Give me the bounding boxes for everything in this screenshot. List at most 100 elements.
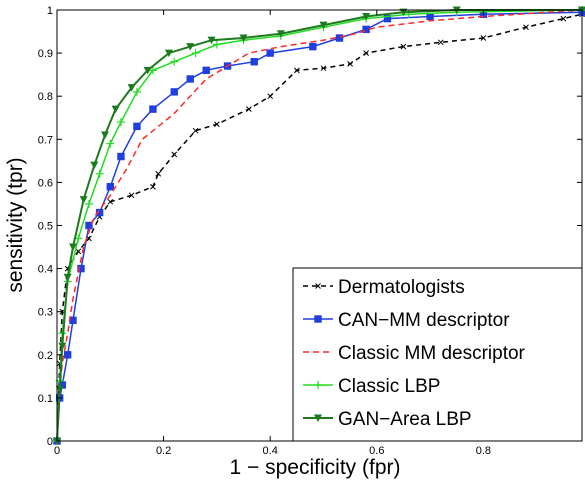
y-tick-label: 0.5 xyxy=(38,221,53,233)
legend-entry: Dermatologists xyxy=(303,277,465,298)
data-point xyxy=(480,35,487,41)
y-tick-label: 0.1 xyxy=(38,393,53,405)
data-point xyxy=(186,43,195,51)
legend-marker xyxy=(315,283,321,289)
y-tick-label: 0.6 xyxy=(38,177,53,189)
data-point xyxy=(79,196,88,204)
data-point xyxy=(309,42,317,51)
legend-entry: GAN−Area LBP xyxy=(303,409,472,430)
legend-label: GAN−Area LBP xyxy=(338,409,472,430)
data-point xyxy=(362,12,371,21)
data-point xyxy=(192,127,199,134)
data-point xyxy=(133,122,141,131)
data-point xyxy=(77,264,85,273)
data-point xyxy=(250,58,258,66)
data-point xyxy=(107,198,114,205)
data-point xyxy=(150,183,156,190)
data-point xyxy=(90,161,99,170)
y-tick-label: 0.3 xyxy=(38,307,53,319)
data-point xyxy=(170,88,178,96)
data-point xyxy=(319,21,328,30)
data-point xyxy=(191,49,200,58)
data-point xyxy=(186,75,194,83)
data-point xyxy=(149,105,157,113)
data-point xyxy=(523,24,529,31)
data-point xyxy=(143,66,152,75)
data-point xyxy=(202,66,210,75)
y-tick-label: 0 xyxy=(47,436,53,448)
legend-marker xyxy=(314,414,322,422)
data-point xyxy=(437,39,444,46)
data-point xyxy=(335,34,344,42)
data-point xyxy=(164,49,173,58)
data-point xyxy=(560,15,567,22)
x-tick-label: 0.6 xyxy=(369,445,384,457)
legend: Dermatologists CAN−MM descriptor Classic M… xyxy=(292,267,583,442)
legend-entry: Classic LBP xyxy=(303,376,440,397)
series-2 xyxy=(56,9,583,442)
series-0 xyxy=(54,11,585,444)
series-line xyxy=(56,13,583,442)
data-point xyxy=(84,199,93,208)
x-tick-label: 0 xyxy=(54,445,60,457)
data-point xyxy=(399,8,408,17)
y-tick-label: 0.4 xyxy=(38,264,53,276)
data-point xyxy=(239,34,248,43)
legend-box xyxy=(292,267,583,442)
data-point xyxy=(75,248,82,255)
data-point xyxy=(347,61,354,67)
x-axis-title: 1 − specificity (fpr) xyxy=(230,456,401,479)
legend-entry: CAN−MM descriptor xyxy=(303,310,510,331)
data-point xyxy=(63,351,72,359)
data-point xyxy=(95,169,104,178)
data-point xyxy=(266,49,274,57)
data-point xyxy=(132,87,141,96)
data-point xyxy=(55,385,64,394)
data-point xyxy=(214,121,220,128)
data-point xyxy=(95,208,104,217)
y-axis-title: sensitivity (tpr) xyxy=(4,157,27,292)
data-point xyxy=(63,273,72,282)
data-point xyxy=(106,183,114,191)
data-point xyxy=(68,243,77,252)
data-point xyxy=(383,14,392,23)
y-tick-label: 0.2 xyxy=(38,350,53,362)
data-point xyxy=(170,57,179,66)
data-point xyxy=(426,12,434,21)
legend-label: CAN−MM descriptor xyxy=(338,310,510,331)
legend-marker xyxy=(314,315,322,323)
data-point xyxy=(276,30,285,38)
data-point xyxy=(212,40,221,49)
data-point xyxy=(148,66,157,75)
data-point xyxy=(320,65,327,72)
data-point xyxy=(207,36,216,45)
legend-label: Dermatologists xyxy=(338,277,465,298)
data-point xyxy=(106,139,115,148)
x-tick-label: 0.8 xyxy=(476,445,491,457)
legend-marker xyxy=(314,381,322,389)
series-line xyxy=(56,9,583,442)
data-point xyxy=(117,152,125,161)
y-tick-label: 0.8 xyxy=(38,91,53,103)
data-point xyxy=(293,67,300,74)
data-point xyxy=(171,151,178,158)
data-point xyxy=(111,105,120,114)
legend-label: Classic MM descriptor xyxy=(338,343,526,364)
data-point xyxy=(400,43,407,50)
data-point xyxy=(363,50,369,56)
data-point xyxy=(100,131,109,139)
data-point xyxy=(246,106,252,112)
legend-label: Classic LBP xyxy=(338,376,440,397)
y-tick-label: 1 xyxy=(47,5,53,17)
x-tick-label: 0.2 xyxy=(156,445,171,457)
legend-entry: Classic MM descriptor xyxy=(303,343,526,364)
data-point xyxy=(58,342,67,351)
x-tick-label: 0.4 xyxy=(263,445,278,457)
y-tick-label: 0.9 xyxy=(38,48,53,60)
data-point xyxy=(155,170,162,177)
y-tick-label: 0.7 xyxy=(38,134,53,146)
data-point xyxy=(128,192,135,199)
data-point xyxy=(127,84,136,92)
data-point xyxy=(267,93,274,100)
